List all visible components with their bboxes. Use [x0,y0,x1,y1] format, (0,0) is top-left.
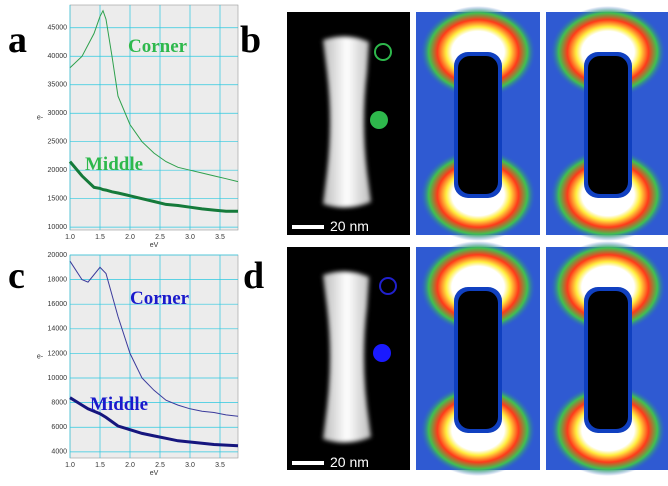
series-line [68,160,238,213]
y-tick-label: 35000 [48,82,68,89]
y-tick-label: 4000 [51,449,67,456]
panel-images [287,6,668,476]
series-label: Corner [128,36,188,57]
y-tick-label: 10000 [48,375,68,382]
y-tick-label: 20000 [48,167,68,174]
series-line [69,9,239,183]
panel-label: c [8,255,25,297]
scale-bar-label: 20 nm [330,218,369,234]
series-line [69,260,239,417]
y-tick-label: 45000 [48,25,68,32]
x-tick-label: 3.5 [215,462,225,469]
y-tick-label: 40000 [48,53,68,60]
x-tick-label: 1.5 [95,462,105,469]
x-tick-label: 2.0 [125,462,135,469]
scale-bar-label: 20 nm [330,454,369,470]
x-tick-label: 2.5 [155,234,165,241]
panel-label: a [8,19,27,61]
x-tick-label: 3.5 [215,234,225,241]
y-tick-label: 30000 [48,110,68,117]
y-tick-label: 10000 [48,224,68,231]
y-tick-label: 12000 [48,350,68,357]
y-tick-label: 15000 [48,196,68,203]
y-tick-label: 14000 [48,326,68,333]
series-label: Middle [85,154,143,175]
y-tick-label: 18000 [48,276,68,283]
x-axis-label: eV [150,242,159,249]
x-tick-label: 3.0 [185,462,195,469]
series-label: Middle [90,394,148,415]
plot-area [69,254,239,459]
x-axis-label: eV [150,470,159,477]
series-line [69,396,239,448]
y-tick-label: 16000 [48,301,68,308]
y-tick-label: 8000 [51,399,67,406]
y-axis-label: e- [37,353,44,360]
panel-label: d [243,255,264,297]
series-label: Corner [130,288,190,309]
y-axis-label: e- [37,114,44,121]
y-tick-label: 6000 [51,424,67,431]
y-tick-label: 20000 [48,252,68,259]
x-tick-label: 3.0 [185,234,195,241]
x-tick-label: 2.0 [125,234,135,241]
panel-label: b [240,19,261,61]
y-tick-label: 25000 [48,139,68,146]
x-tick-label: 2.5 [155,462,165,469]
x-tick-label: 1.0 [65,462,75,469]
x-tick-label: 1.5 [95,234,105,241]
plot-area [69,4,239,231]
x-tick-label: 1.0 [65,234,75,241]
